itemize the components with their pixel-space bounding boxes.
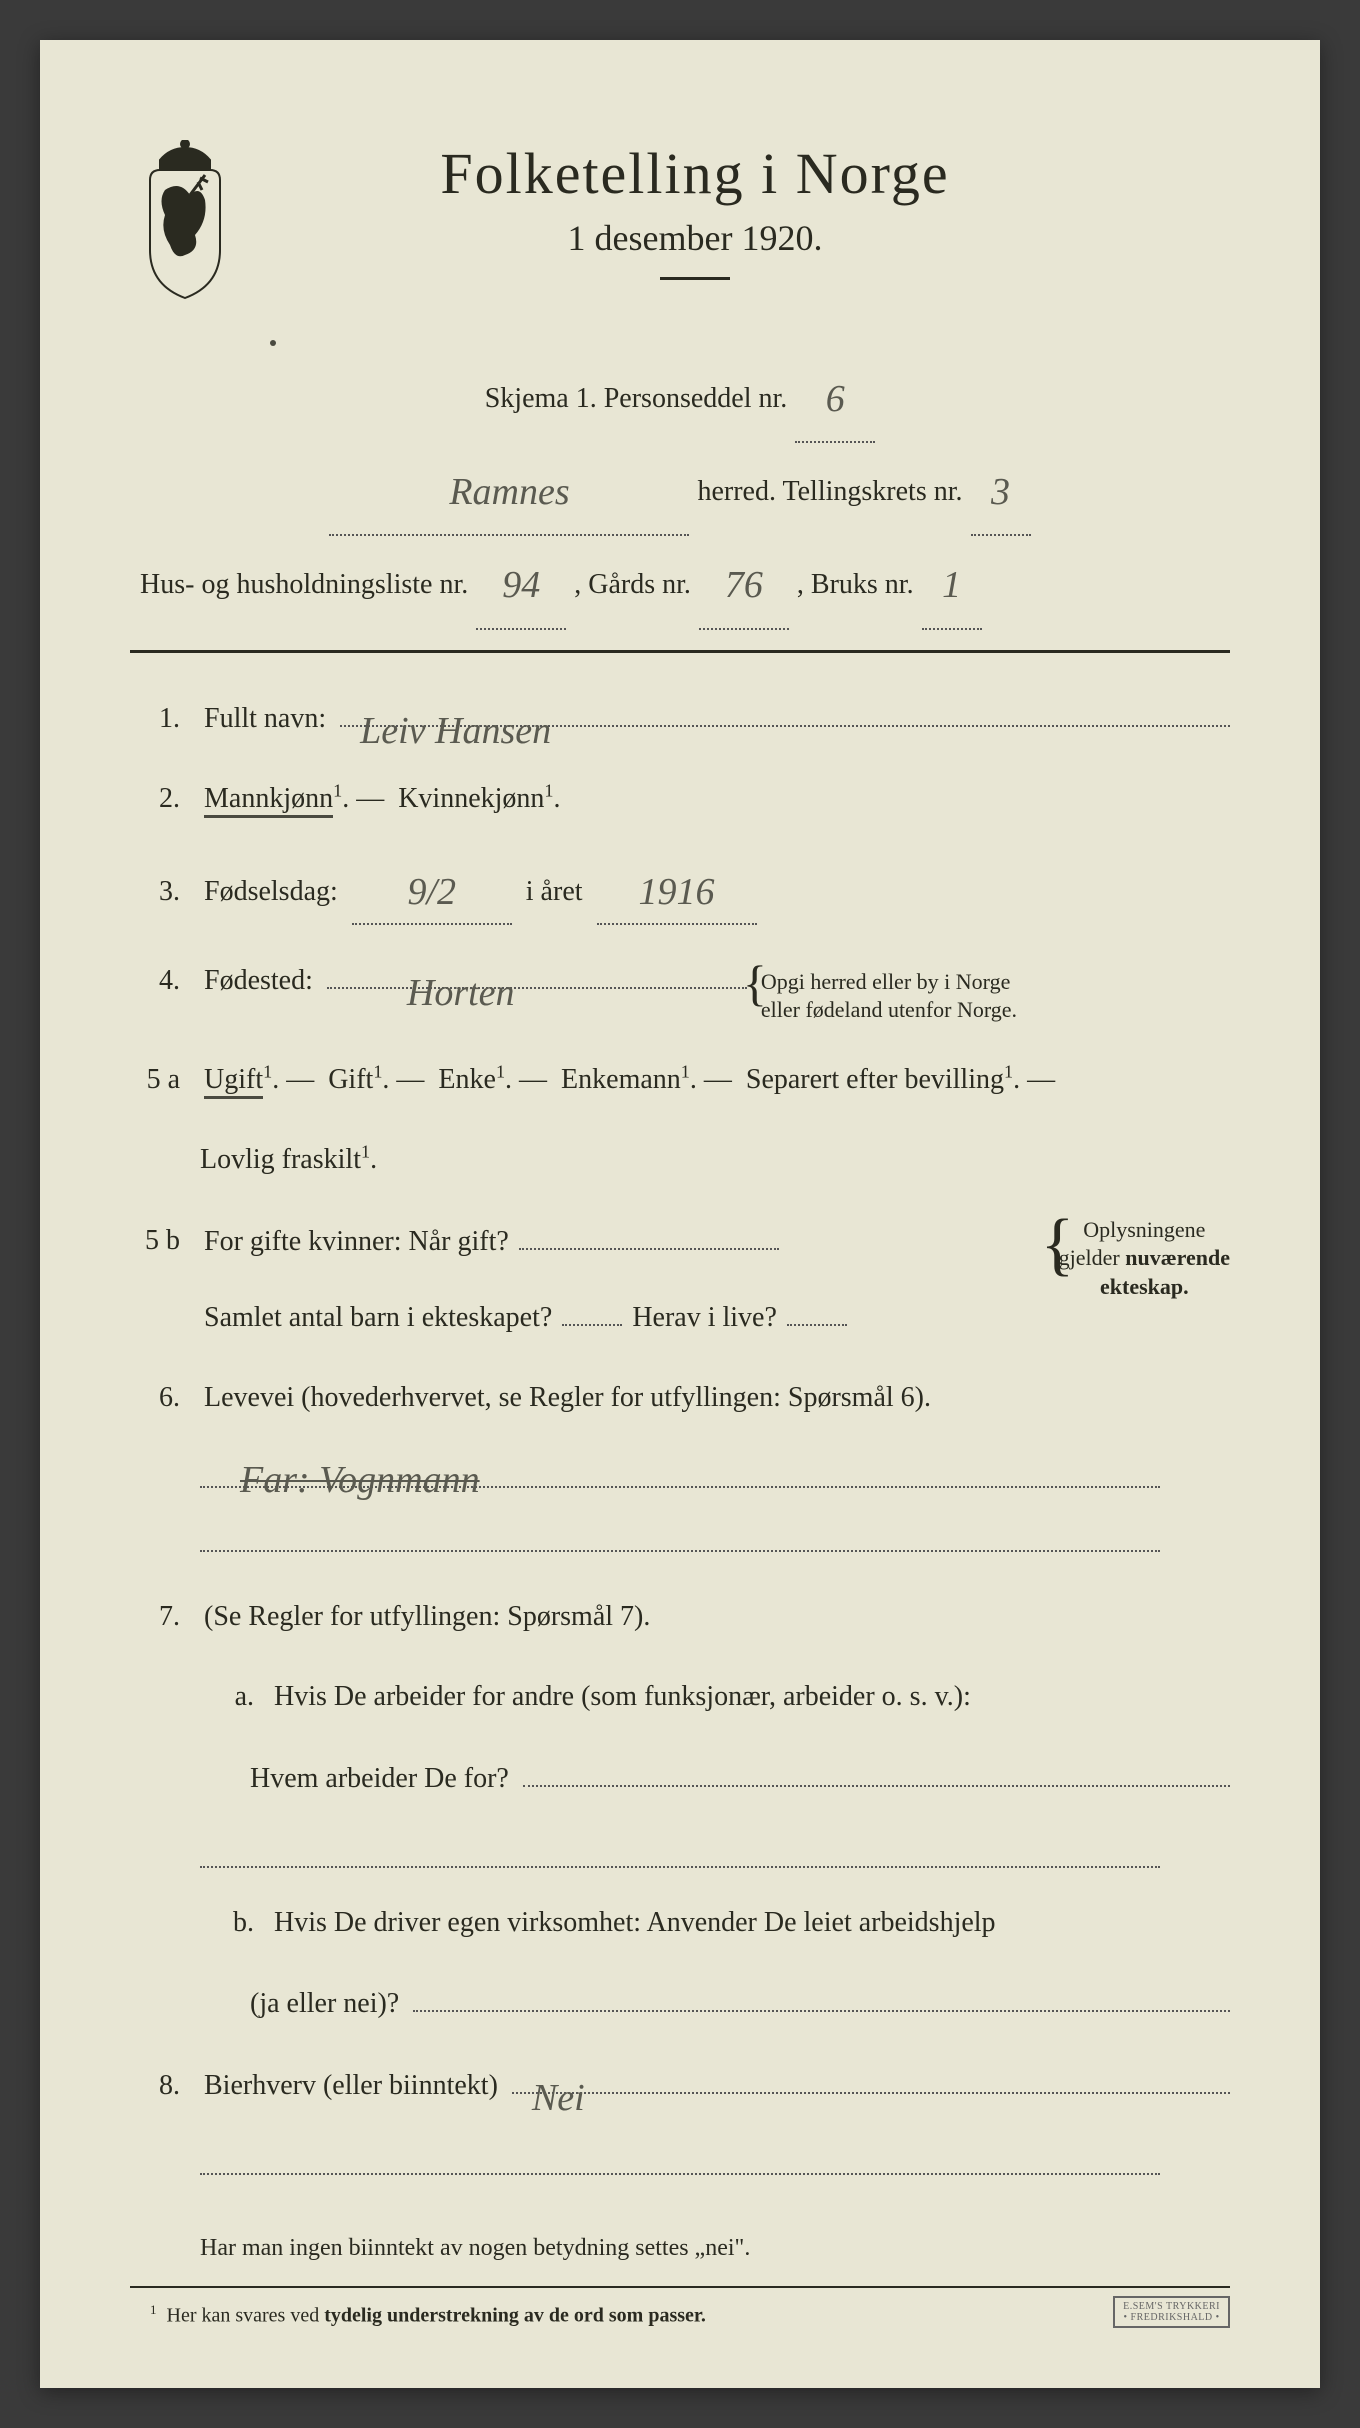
q5b-live-field	[787, 1324, 847, 1326]
q5a-row2: Lovlig fraskilt1.	[130, 1135, 1230, 1185]
meta-row-1: Skjema 1. Personseddel nr. 6	[130, 350, 1230, 443]
q2-row: 2. Mannkjønn1. — Kvinnekjønn1.	[130, 774, 1230, 824]
q3-label: Fødselsdag:	[204, 867, 338, 917]
q5b-row: 5 b For gifte kvinner: Når gift? Samlet …	[130, 1216, 1230, 1344]
q6-num: 6.	[130, 1373, 190, 1423]
q2-kvinne: Kvinnekjønn1.	[398, 774, 560, 824]
footer-hint: Har man ingen biinntekt av nogen betydni…	[130, 2235, 1230, 2262]
q5b-l1: For gifte kvinner: Når gift?	[204, 1217, 509, 1267]
census-form-page: Folketelling i Norge 1 desember 1920. Sk…	[40, 40, 1320, 2388]
q5b-num: 5 b	[130, 1216, 190, 1266]
title-rule	[660, 277, 730, 280]
q7b-l1: Hvis De driver egen virksomhet: Anvender…	[274, 1898, 996, 1948]
footer-area: Har man ingen biinntekt av nogen betydni…	[130, 2235, 1230, 2328]
q5a-ugift: Ugift1. —	[204, 1055, 314, 1105]
q8-field-2	[200, 2141, 1160, 2175]
q7b-field	[413, 1978, 1230, 2012]
skjema-label: Skjema 1. Personseddel nr.	[485, 365, 788, 432]
footnote: 1 Her kan svares ved tydelig understrekn…	[130, 2302, 1230, 2328]
tellingskrets-nr: 3	[971, 443, 1031, 536]
q7b-row2: (ja eller nei)?	[130, 1978, 1230, 2029]
q7a-field	[523, 1753, 1230, 1787]
q1-num: 1.	[130, 694, 190, 744]
q1-row: 1. Fullt navn: Leiv Hansen	[130, 693, 1230, 744]
bruks-label: , Bruks nr.	[797, 551, 914, 618]
herred-value: Ramnes	[329, 443, 689, 536]
meta-block: Skjema 1. Personseddel nr. 6 Ramnes herr…	[130, 350, 1230, 630]
q6-row: 6. Levevei (hovederhvervet, se Regler fo…	[130, 1373, 1230, 1423]
q8-row: 8. Bierhverv (eller biinntekt) Nei	[130, 2060, 1230, 2111]
q5a-separert: Separert efter bevilling1. —	[746, 1055, 1055, 1105]
q1-field: Leiv Hansen	[340, 693, 1230, 727]
main-title: Folketelling i Norge	[270, 140, 1120, 207]
brace-icon: {	[1041, 1224, 1075, 1266]
q5a-enkemann: Enkemann1. —	[561, 1055, 732, 1105]
bruks-nr: 1	[922, 536, 982, 629]
brace-icon: {	[743, 968, 767, 998]
subtitle: 1 desember 1920.	[270, 217, 1120, 259]
q5b-note: { Oplysningene gjelder nuværende ekteska…	[1059, 1216, 1230, 1302]
q5b-l2b: Herav i live?	[632, 1293, 777, 1343]
q7-num: 7.	[130, 1592, 190, 1642]
q3-day: 9/2	[352, 854, 512, 924]
title-block: Folketelling i Norge 1 desember 1920.	[270, 140, 1230, 280]
q7-row: 7. (Se Regler for utfyllingen: Spørsmål …	[130, 1592, 1230, 1642]
speck	[270, 340, 276, 346]
meta-row-3: Hus- og husholdningsliste nr. 94 , Gårds…	[130, 536, 1230, 629]
q5a-fraskilt: Lovlig fraskilt1.	[200, 1135, 377, 1185]
header: Folketelling i Norge 1 desember 1920.	[130, 140, 1230, 300]
q2-num: 2.	[130, 774, 190, 824]
q5b-l2a: Samlet antal barn i ekteskapet?	[204, 1293, 552, 1343]
hus-label: Hus- og husholdningsliste nr.	[140, 551, 468, 618]
q3-num: 3.	[130, 867, 190, 917]
q8-label: Bierhverv (eller biinntekt)	[204, 2061, 498, 2111]
q7a-l1: Hvis De arbeider for andre (som funksjon…	[274, 1672, 971, 1722]
printer-stamp: E.SEM'S TRYKKERI • FREDRIKSHALD •	[1113, 2296, 1230, 2328]
q5b-barn-field	[562, 1324, 622, 1326]
personseddel-nr: 6	[795, 350, 875, 443]
q7b-num: b.	[200, 1898, 260, 1948]
hus-nr: 94	[476, 536, 566, 629]
q4-num: 4.	[130, 956, 190, 1006]
q7a-num: a.	[200, 1672, 260, 1722]
q4-row: 4. Fødested: Horten { Opgi herred eller …	[130, 955, 1230, 1025]
q5a-row: 5 a Ugift1. — Gift1. — Enke1. — Enkemann…	[130, 1055, 1230, 1105]
q7a-row2: Hvem arbeider De for?	[130, 1753, 1230, 1804]
q4-field: Horten	[327, 955, 747, 989]
q6-field-2	[200, 1518, 1160, 1552]
q7a-row: a. Hvis De arbeider for andre (som funks…	[130, 1672, 1230, 1722]
gards-label: , Gårds nr.	[574, 551, 691, 618]
meta-row-2: Ramnes herred. Tellingskrets nr. 3	[130, 443, 1230, 536]
q8-field: Nei	[512, 2060, 1230, 2094]
q5a-enke: Enke1. —	[438, 1055, 547, 1105]
form-body: 1. Fullt navn: Leiv Hansen 2. Mannkjønn1…	[130, 693, 1230, 2328]
q5a-gift: Gift1. —	[328, 1055, 424, 1105]
herred-label: herred. Tellingskrets nr.	[697, 458, 962, 525]
q3-year-label: i året	[526, 867, 583, 917]
divider	[130, 650, 1230, 653]
footnote-rule	[130, 2286, 1230, 2288]
q7a-field-2	[200, 1834, 1160, 1868]
q2-mann: Mannkjønn1. —	[204, 774, 384, 824]
q5a-num: 5 a	[130, 1055, 190, 1105]
q7-label: (Se Regler for utfyllingen: Spørsmål 7).	[204, 1592, 650, 1642]
q1-label: Fullt navn:	[204, 694, 326, 744]
q4-label: Fødested:	[204, 956, 313, 1006]
gards-nr: 76	[699, 536, 789, 629]
coat-of-arms-icon	[130, 140, 240, 300]
q5b-content: For gifte kvinner: Når gift? Samlet anta…	[204, 1216, 1045, 1344]
q7a-l2: Hvem arbeider De for?	[250, 1754, 509, 1804]
q3-row: 3. Fødselsdag: 9/2 i året 1916	[130, 854, 1230, 924]
q7b-l2: (ja eller nei)?	[250, 1979, 399, 2029]
q3-year: 1916	[597, 854, 757, 924]
q7b-row: b. Hvis De driver egen virksomhet: Anven…	[130, 1898, 1230, 1948]
q6-field: Far: Vognmann	[200, 1454, 1160, 1488]
q6-label: Levevei (hovederhvervet, se Regler for u…	[204, 1373, 931, 1423]
q4-note: { Opgi herred eller by i Norge eller fød…	[761, 968, 1017, 1025]
q5b-gift-field	[519, 1216, 779, 1250]
q8-num: 8.	[130, 2061, 190, 2111]
